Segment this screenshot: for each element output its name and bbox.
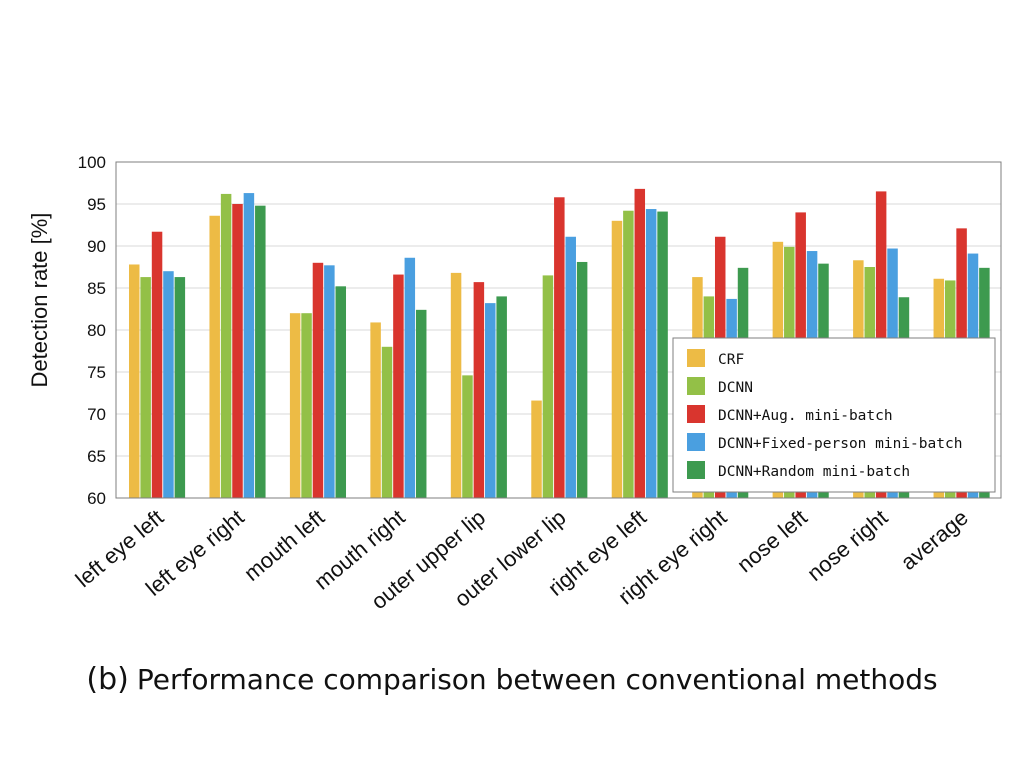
y-tick-label: 95 [87, 195, 106, 214]
bar [140, 277, 151, 498]
bar [243, 193, 255, 498]
plot-frame [115, 161, 1002, 499]
bar [611, 220, 623, 499]
bar [255, 205, 266, 498]
legend-label: DCNN+Random mini-batch [718, 464, 910, 480]
legend-swatch [687, 349, 705, 367]
bar [542, 275, 554, 498]
y-tick-label: 80 [87, 321, 106, 340]
bar [220, 193, 232, 499]
y-tick-label: 60 [87, 489, 106, 508]
bar [370, 322, 381, 498]
bar [531, 400, 542, 498]
bar [393, 274, 404, 498]
legend-swatch [687, 433, 705, 451]
legend-box [672, 337, 996, 493]
legend-swatch [687, 377, 705, 395]
bar [623, 210, 634, 498]
bar [450, 272, 462, 498]
bar [462, 375, 473, 498]
figure-caption: (b) Performance comparison between conven… [0, 662, 1024, 697]
legend-swatch [687, 405, 705, 423]
bar [554, 197, 565, 498]
y-tick-label: 65 [87, 447, 106, 466]
y-tick-label: 90 [87, 237, 106, 256]
legend-label: DCNN+Fixed-person mini-batch [718, 436, 962, 452]
bar [232, 204, 243, 498]
bar [174, 277, 186, 498]
bar [415, 309, 427, 498]
bar [645, 209, 657, 499]
bar [129, 264, 140, 498]
caption-tag: (b) [86, 662, 129, 697]
bar [634, 188, 646, 498]
bar [576, 261, 588, 498]
bar [565, 236, 576, 498]
bar [473, 282, 485, 498]
bar [496, 296, 507, 498]
y-axis-ticks: 60 65 70 75 80 85 90 95 100 [78, 153, 106, 508]
y-tick-label: 75 [87, 363, 106, 382]
bar [301, 313, 312, 498]
x-tick-label: nose left [732, 505, 812, 578]
bar [335, 286, 347, 498]
bar [381, 346, 393, 498]
legend: CRF DCNN DCNN+Aug. mini-batch DCNN+Fixed-pe… [672, 337, 996, 493]
legend-label: DCNN [718, 380, 753, 396]
y-tick-label: 70 [87, 405, 106, 424]
bar [163, 271, 174, 498]
bar [324, 265, 335, 498]
bar [312, 262, 324, 498]
legend-swatch [687, 461, 705, 479]
bar [289, 313, 301, 498]
caption-text: Performance comparison between conventio… [136, 663, 938, 696]
bar [657, 211, 668, 498]
bar [485, 303, 496, 498]
bar [404, 257, 416, 498]
legend-label: CRF [718, 352, 744, 368]
y-tick-label: 100 [78, 153, 106, 172]
x-tick-label: average [896, 505, 973, 575]
y-tick-label: 85 [87, 279, 106, 298]
bar [209, 215, 220, 498]
bar [151, 231, 163, 498]
y-axis-label: Detection rate [%] [27, 213, 52, 388]
legend-label: DCNN+Aug. mini-batch [718, 408, 893, 424]
x-tick-label: nose right [802, 505, 892, 586]
